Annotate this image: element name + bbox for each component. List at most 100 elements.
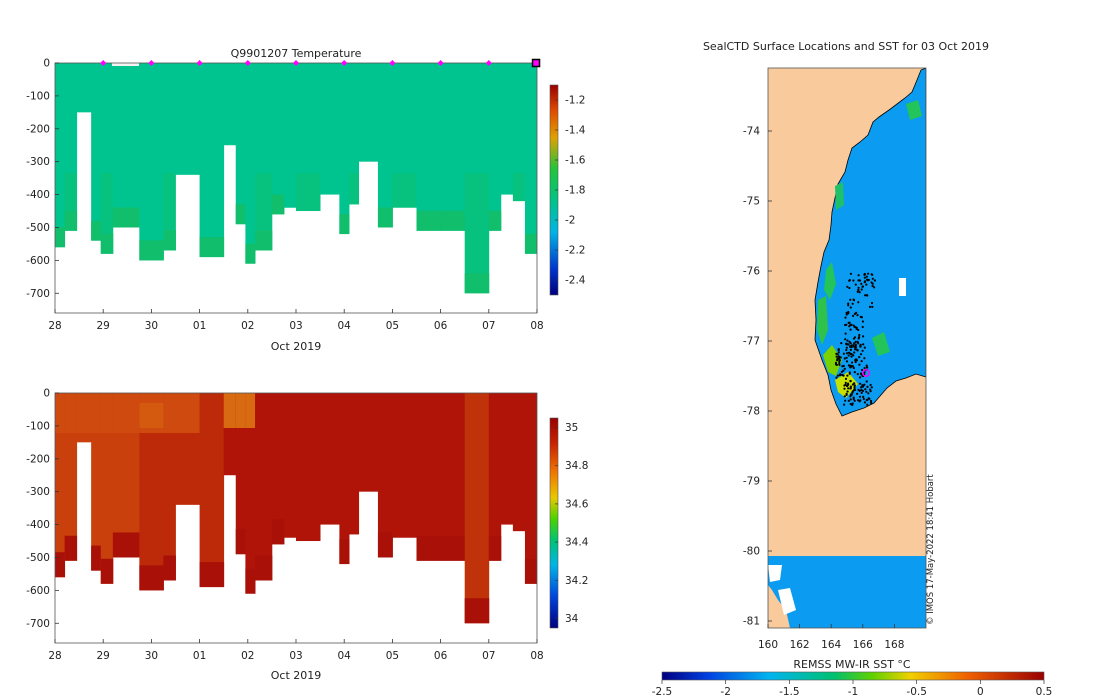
profile-cell: [100, 173, 114, 254]
ctd-location-dot: [859, 372, 863, 375]
profile-cell: [416, 393, 441, 561]
y-tick-label: -300: [26, 156, 50, 168]
y-tick-label: -100: [26, 420, 50, 432]
y-tick-label: -700: [26, 618, 50, 630]
ctd-location-dot: [849, 395, 852, 398]
ctd-location-dot: [846, 390, 849, 393]
colorbar-tick-label: 34.2: [565, 575, 588, 587]
ctd-location-dot: [865, 275, 868, 278]
colorbar-tick-label: -1.4: [565, 125, 586, 137]
profile-cell: [377, 393, 393, 558]
ctd-location-dot: [856, 373, 859, 376]
profile-cell: [416, 210, 441, 231]
ctd-location-dot: [841, 373, 844, 377]
ctd-location-dot: [866, 403, 869, 406]
salinity-data: [55, 393, 537, 624]
y-tick-label: -400: [26, 519, 50, 531]
ctd-location-dot: [846, 374, 849, 377]
ctd-location-dot: [863, 401, 867, 404]
profile-cell: [91, 63, 102, 173]
profile-cell: [64, 535, 78, 561]
ctd-location-dot: [867, 392, 870, 395]
sst-colorbar-tick-label: -2.5: [652, 686, 673, 698]
ctd-location-dot: [846, 384, 849, 387]
seal-ctd-locations: [834, 272, 877, 407]
map-south-white-1: [768, 565, 782, 582]
profile-cell: [283, 173, 297, 208]
ctd-location-dot: [849, 272, 853, 275]
ctd-location-dot: [839, 373, 842, 376]
temperature-profile-markers: [100, 58, 541, 68]
ctd-location-dot: [862, 395, 865, 398]
ctd-location-dot: [857, 328, 860, 332]
profile-cell: [524, 173, 537, 254]
colorbar-tick-label: -1.8: [565, 185, 586, 197]
ctd-location-dot: [842, 369, 845, 372]
x-tick-label: 04: [338, 650, 352, 662]
profile-cell: [464, 598, 490, 624]
profile-cell: [255, 63, 273, 173]
sst-colorbar-tick-label: -1.5: [779, 686, 800, 698]
y-tick-label: 0: [43, 58, 50, 70]
profile-cell: [283, 393, 297, 538]
ctd-location-dot: [851, 383, 855, 386]
ctd-location-dot: [852, 298, 855, 301]
profile-cell: [320, 173, 340, 195]
profile-cell: [512, 393, 526, 532]
ctd-location-dot: [845, 360, 849, 363]
ctd-location-dot: [842, 352, 846, 355]
colorbar-tick-label: -2.2: [565, 245, 586, 257]
colorbar-tick-label: -2.4: [565, 275, 586, 287]
profile-cell: [377, 207, 393, 228]
profile-cell: [163, 393, 176, 433]
profile-cell: [76, 393, 92, 433]
profile-cell: [64, 63, 78, 173]
ctd-location-dot: [852, 344, 855, 347]
profile-cell: [464, 393, 490, 624]
ctd-location-dot: [865, 294, 869, 297]
ctd-location-dot: [854, 340, 857, 343]
profile-cell: [245, 568, 256, 594]
map-white-patch: [899, 278, 906, 296]
profile-cell: [500, 63, 514, 173]
profile-marker: [196, 60, 203, 66]
salinity-y-axis: 0 -100 -200 -300 -400 -500 -600 -700: [26, 388, 59, 630]
profile-marker: [244, 60, 251, 66]
y-tick-label: -100: [26, 90, 50, 102]
colorbar-tick-label: 34.4: [565, 537, 589, 549]
ctd-location-dot: [857, 286, 860, 289]
ctd-location-dot: [861, 285, 865, 288]
ctd-location-dot: [866, 366, 869, 369]
profile-cell: [199, 562, 225, 588]
profile-cell: [100, 558, 114, 584]
ctd-location-dot: [863, 276, 866, 279]
ctd-location-dot: [869, 390, 872, 393]
x-tick-label: 07: [482, 650, 495, 662]
profile-cell: [524, 558, 537, 584]
ctd-location-dot: [853, 386, 856, 390]
profile-cell: [296, 393, 321, 542]
profile-cell: [464, 173, 490, 294]
ctd-location-dot: [858, 333, 861, 337]
x-tick-label: 02: [241, 320, 254, 332]
ctd-location-dot: [858, 400, 861, 403]
map-polynya-2: [817, 296, 828, 345]
ctd-location-dot: [863, 366, 866, 370]
ctd-location-dot: [852, 279, 855, 282]
salinity-panel: 0 -100 -200 -300 -400 -500 -600 -700 28 29 30 01 02…: [26, 388, 589, 683]
profile-cell: [245, 173, 256, 264]
profile-cell: [100, 233, 114, 254]
ctd-location-dot: [852, 324, 855, 327]
colorbar-tick-label: 34: [565, 613, 579, 625]
profile-cell: [91, 220, 102, 241]
ctd-location-dot: [852, 314, 855, 317]
colorbar-tick-label: -2: [565, 215, 575, 227]
profile-cell: [440, 210, 466, 231]
temperature-data: [55, 63, 537, 294]
ctd-location-dot: [870, 273, 873, 276]
ctd-location-dot: [849, 398, 852, 401]
profile-cell: [320, 63, 340, 173]
colorbar-tick-label: 35: [565, 422, 578, 434]
ctd-location-dot: [838, 356, 841, 359]
profile-cell: [245, 63, 256, 173]
